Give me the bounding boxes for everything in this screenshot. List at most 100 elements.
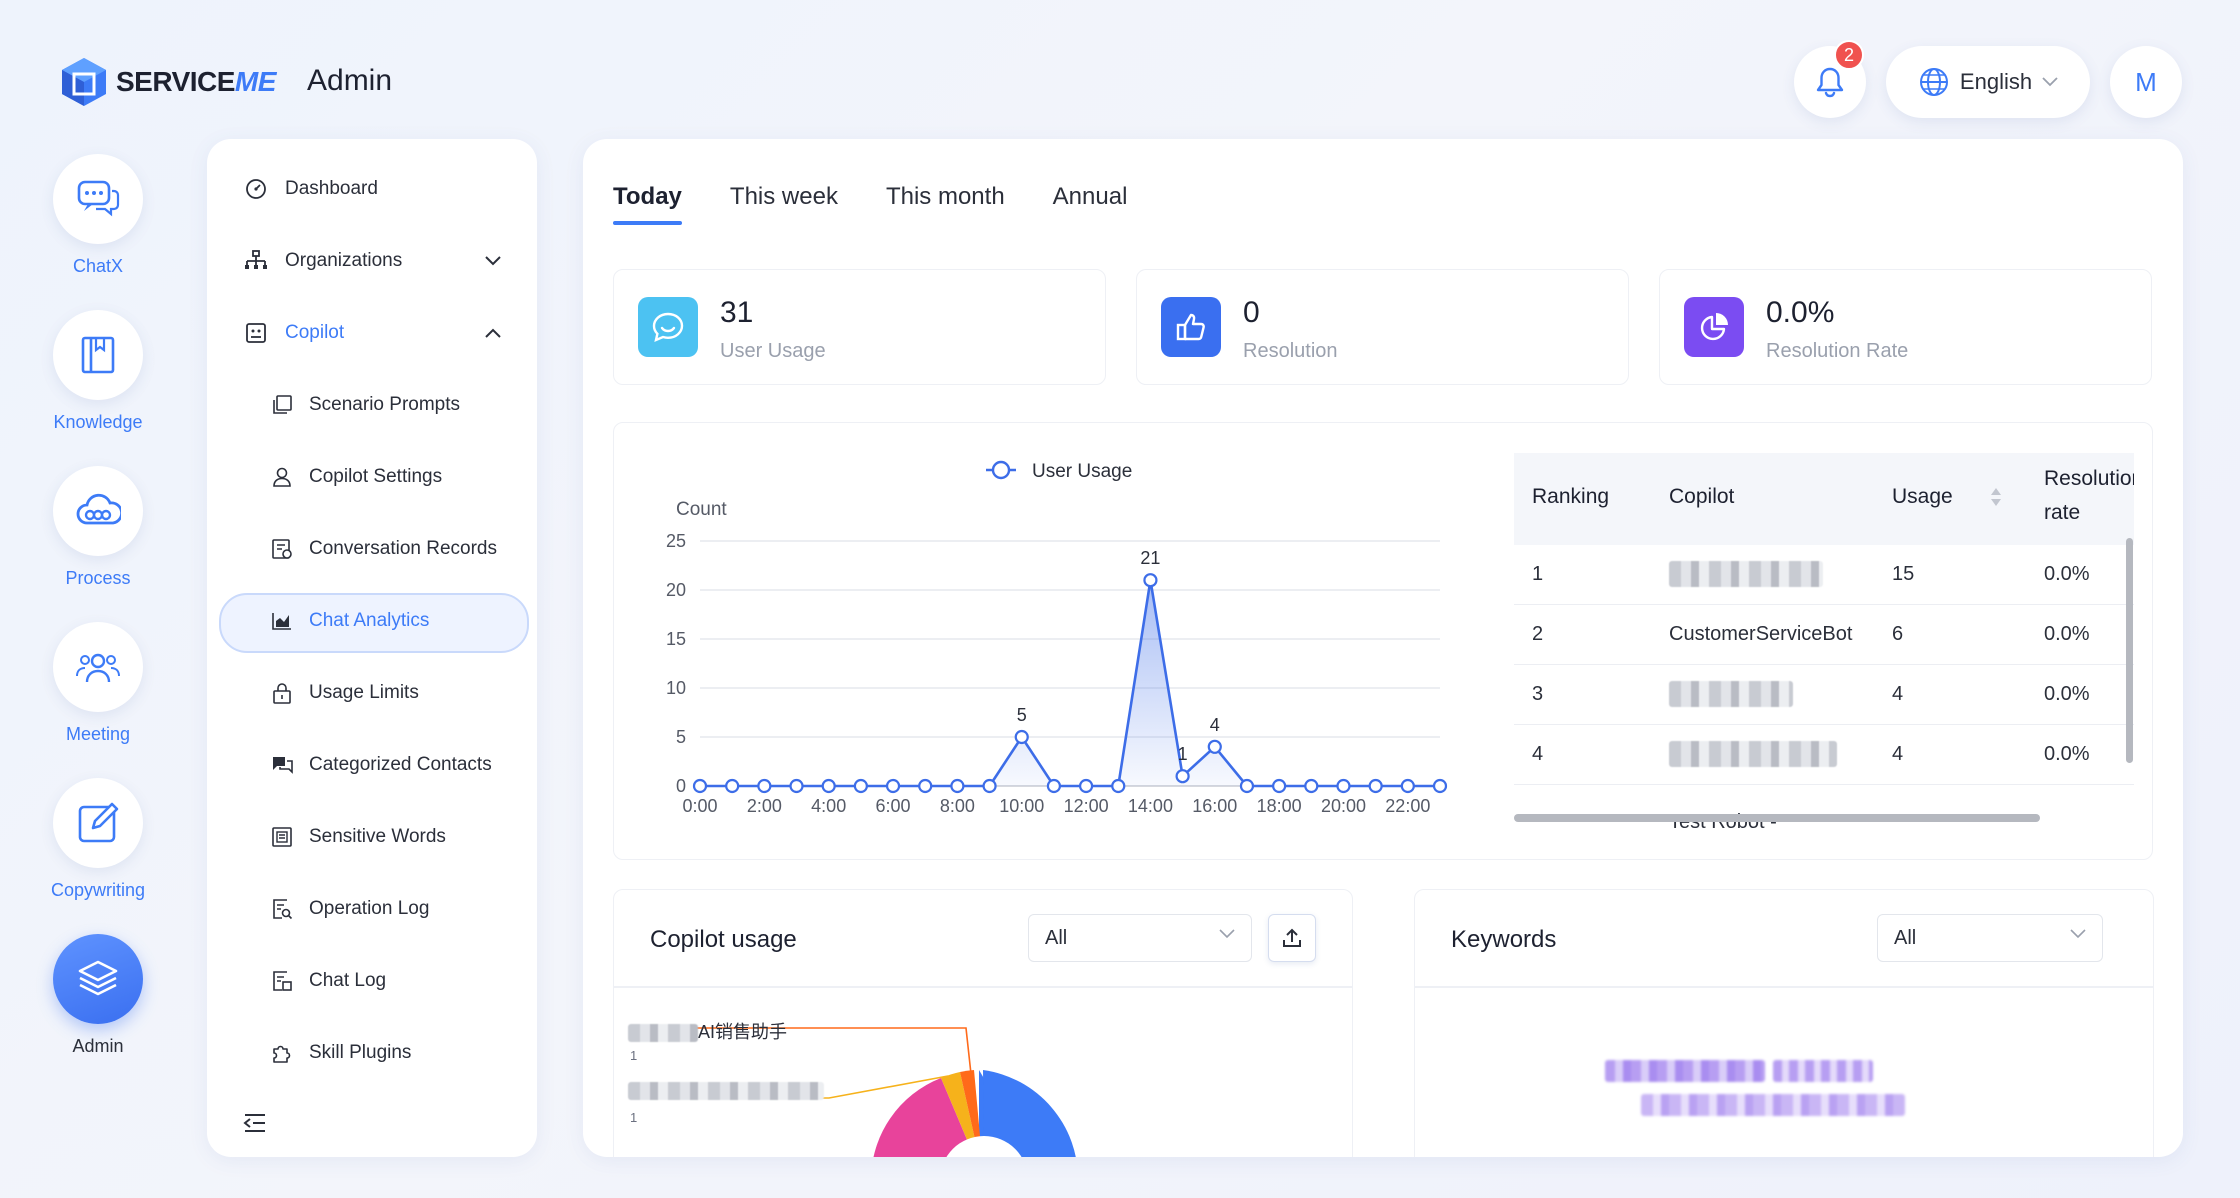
data-point [725,778,740,794]
export-button[interactable] [1268,914,1316,962]
rail-item-copywriting[interactable]: Copywriting [40,778,156,901]
x-tick-label: 14:00 [1128,796,1173,816]
chat-bubbles-icon [77,180,120,217]
menu-item-operation-log[interactable]: Operation Log [207,881,537,937]
y-tick-label: 25 [666,531,686,551]
notification-badge: 2 [1834,40,1864,70]
data-point [692,778,708,794]
menu-item-categorized-contacts[interactable]: Categorized Contacts [207,737,537,793]
col-usage[interactable]: Usage [1892,485,1953,508]
rail-item-process[interactable]: Process [40,466,156,589]
data-point [789,778,804,794]
y-axis-label: Count [676,499,727,520]
x-tick-label: 18:00 [1257,796,1302,816]
rail-item-knowledge[interactable]: Knowledge [40,310,156,433]
ranking-vertical-scrollbar[interactable] [2126,538,2133,763]
contacts-icon [269,752,295,778]
copilot-usage-filter[interactable]: All [1028,914,1252,962]
menu-item-conversation-records[interactable]: Conversation Records [207,521,537,577]
tab-this-week[interactable]: This week [729,183,838,210]
col-ranking: Ranking [1532,485,1610,508]
main-panel: Today This week This month Annual 31 Use… [583,139,2183,1157]
thumbs-up-icon [1161,297,1221,357]
menu-item-dashboard[interactable]: Dashboard [207,161,537,217]
ranking-horizontal-scrollbar[interactable] [1514,814,2040,822]
copilot-name-redacted [1669,681,1793,713]
series-line [700,578,1440,788]
rail-item-admin[interactable]: Admin [40,934,156,1057]
copilot-name-redacted [1669,561,1823,593]
x-tick-label: 4:00 [811,796,846,816]
data-point [1336,778,1351,794]
tab-this-month[interactable]: This month [885,183,1005,210]
data-point [1239,778,1255,794]
chat-icon [638,297,698,357]
legend-label: User Usage [1032,461,1132,482]
data-point [853,778,868,794]
chevron-down-icon [1219,929,1235,939]
logo-text: SERVICEME [116,66,276,97]
menu-item-chat-analytics[interactable]: Chat Analytics [207,593,537,653]
copilot-name-redacted [1669,741,1837,773]
people-icon [76,653,120,683]
col-copilot: Copilot [1669,485,1735,508]
menu-item-skill-plugins[interactable]: Skill Plugins [207,1025,537,1081]
data-point [885,778,901,794]
puzzle-icon [269,1040,295,1066]
tab-today[interactable]: Today [613,183,682,225]
data-point [1304,778,1319,794]
tab-annual[interactable]: Annual [1052,183,1128,210]
user-avatar[interactable]: M [2110,46,2182,118]
copilot-usage-pie [630,1027,1076,1157]
data-point [982,778,997,794]
table-row[interactable]: 3 4 0.0% [1514,665,2134,725]
menu-item-copilot-settings[interactable]: Copilot Settings [207,449,537,505]
copilot-ranking-table: Ranking Copilot Usage Resolution rate 1 … [1514,453,2134,829]
table-row[interactable]: 1 15 0.0% [1514,545,2134,605]
copy-icon [269,392,295,418]
x-tick-label: 6:00 [876,796,911,816]
edit-icon [78,802,119,843]
rail-item-meeting[interactable]: Meeting [40,622,156,745]
menu-item-usage-limits[interactable]: Usage Limits [207,665,537,721]
language-selector[interactable]: English [1886,46,2090,118]
menu-item-copilot[interactable]: Copilot [207,305,537,361]
x-tick-label: 2:00 [747,796,782,816]
log-doc-icon [269,968,295,994]
filter-words-icon [269,824,295,850]
layers-icon [78,960,118,996]
x-tick-label: 20:00 [1321,796,1366,816]
chevron-down-icon [2070,929,2086,939]
upload-icon [1283,928,1301,947]
y-tick-label: 5 [676,727,686,747]
keywords-title: Keywords [1451,926,1557,953]
x-tick-label: 16:00 [1192,796,1237,816]
menu-item-scenario-prompts[interactable]: Scenario Prompts [207,377,537,433]
y-tick-label: 10 [666,678,686,698]
cloud-flow-icon [76,493,121,525]
copilot-usage-card: Copilot usage All AI销售助手 1 1 [613,889,1353,1157]
keywords-filter[interactable]: All [1877,914,2103,962]
table-row[interactable]: Test Robot - [1514,785,2134,829]
brand-logo[interactable]: SERVICEME [60,56,276,108]
table-row[interactable]: 4 4 0.0% [1514,725,2134,785]
menu-item-chat-log[interactable]: Chat Log [207,953,537,1009]
data-label: 1 [1178,744,1188,764]
ranking-header: Ranking Copilot Usage Resolution rate [1514,453,2134,545]
logo-cube-icon [62,58,106,106]
menu-item-organizations[interactable]: Organizations [207,233,537,289]
menu-item-sensitive-words[interactable]: Sensitive Words [207,809,537,865]
data-point [950,778,965,794]
globe-icon [1919,68,1948,96]
notifications-button[interactable]: 2 [1794,40,1866,118]
copilot-icon [243,320,269,346]
rail-item-chatx[interactable]: ChatX [40,154,156,277]
app-name: Admin [307,64,393,97]
sort-icon[interactable] [1990,486,2002,508]
collapse-menu-icon[interactable] [243,1113,267,1133]
data-point [1207,739,1222,754]
legend-marker [991,460,1011,480]
y-tick-label: 15 [666,629,686,649]
table-row[interactable]: 2 CustomerServiceBot 6 0.0% [1514,605,2134,665]
